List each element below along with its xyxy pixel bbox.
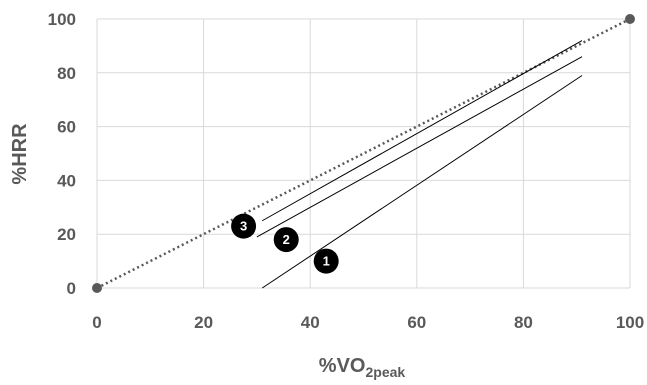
- series-marker-2: [273, 227, 299, 253]
- x-tick-label: 20: [194, 313, 213, 332]
- reference-end-point: [625, 14, 635, 24]
- series-marker-3: [231, 213, 257, 239]
- x-axis-title: %VO2peak: [319, 355, 406, 380]
- x-tick-label: 80: [514, 313, 533, 332]
- grid: [96, 18, 631, 289]
- y-tick-label: 20: [57, 225, 76, 244]
- reference-line: [96, 17, 631, 290]
- series-marker-label: 1: [323, 254, 330, 269]
- x-axis-title-subscript: 2peak: [365, 364, 405, 380]
- x-axis-title-main: %VO: [319, 355, 366, 377]
- y-tick-label: 0: [67, 279, 76, 298]
- x-tick-label: 100: [616, 313, 644, 332]
- series-marker-label: 2: [283, 232, 290, 247]
- series-line-2: [256, 56, 583, 238]
- ticks: 0 20 40 60 80 100 0 20 40 60 80 100: [48, 10, 645, 332]
- y-tick-label: 40: [57, 171, 76, 190]
- y-axis-title: %HRR: [9, 123, 31, 185]
- series: [92, 14, 635, 293]
- x-tick-label: 40: [301, 313, 320, 332]
- y-tick-label: 100: [48, 10, 76, 29]
- y-tick-label: 60: [57, 118, 76, 137]
- y-tick-label: 80: [57, 64, 76, 83]
- series-line-3: [261, 40, 583, 222]
- x-tick-label: 60: [407, 313, 426, 332]
- series-line-1: [261, 75, 583, 289]
- markers: 1 2 3: [231, 213, 339, 274]
- series-marker-1: [313, 248, 339, 274]
- x-tick-label: 0: [92, 313, 101, 332]
- reference-start-point: [92, 283, 102, 293]
- series-marker-label: 3: [240, 219, 247, 234]
